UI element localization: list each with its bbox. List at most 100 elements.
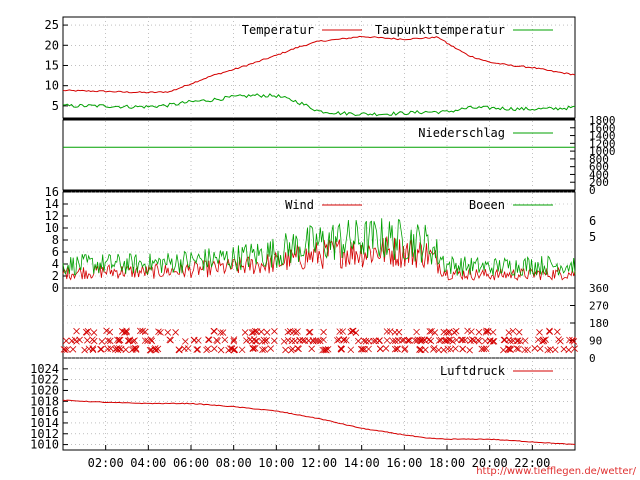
winddir-marker xyxy=(389,337,397,345)
winddir-marker xyxy=(513,345,520,352)
winddir-marker xyxy=(280,338,288,345)
winddir-marker xyxy=(251,327,259,335)
winddir-marker xyxy=(282,346,289,354)
winddir-marker xyxy=(377,345,384,353)
winddir-marker xyxy=(500,346,507,354)
winddir-marker xyxy=(534,336,542,344)
y-tick-label-right: 1400 xyxy=(589,130,616,143)
winddir-marker xyxy=(258,338,266,345)
winddir-marker xyxy=(85,345,93,353)
winddir-marker xyxy=(147,336,155,343)
winddir-marker xyxy=(514,337,522,344)
winddir-marker xyxy=(249,345,257,352)
winddir-marker xyxy=(253,328,261,335)
y-tick-label: 8 xyxy=(52,233,59,247)
winddir-marker xyxy=(76,336,83,344)
winddir-marker xyxy=(501,336,509,344)
winddir-marker xyxy=(540,336,547,344)
winddir-marker xyxy=(470,337,478,344)
winddir-marker xyxy=(69,346,77,353)
winddir-marker xyxy=(157,329,164,336)
winddir-marker xyxy=(214,337,221,345)
winddir-marker xyxy=(445,329,453,336)
winddir-marker xyxy=(445,336,453,344)
winddir-marker xyxy=(343,337,350,344)
winddir-marker xyxy=(271,337,278,345)
x-tick-label: 18:00 xyxy=(429,456,465,470)
winddir-marker xyxy=(250,345,257,352)
winddir-marker xyxy=(383,328,391,335)
winddir-marker xyxy=(98,338,106,345)
y-tick-label: 5 xyxy=(52,99,59,113)
winddir-marker xyxy=(61,346,69,354)
series-line-temp-1 xyxy=(62,93,576,117)
winddir-marker xyxy=(484,328,492,335)
legend-label-wind-1: Boeen xyxy=(469,198,505,212)
source-url[interactable]: http://www.tiefflegen.de/wetter/ xyxy=(476,466,636,477)
x-tick-label: 22:00 xyxy=(514,456,550,470)
winddir-marker xyxy=(483,327,490,335)
winddir-marker xyxy=(475,328,483,336)
winddir-marker xyxy=(428,327,435,335)
winddir-marker xyxy=(288,346,295,354)
y-tick-label-right: 360 xyxy=(589,282,609,295)
winddir-marker xyxy=(557,337,564,345)
winddir-marker xyxy=(401,346,408,353)
winddir-marker xyxy=(349,327,356,335)
winddir-marker xyxy=(404,337,411,344)
winddir-marker xyxy=(167,336,174,344)
winddir-marker xyxy=(435,346,443,354)
winddir-marker xyxy=(115,336,123,344)
winddir-marker xyxy=(509,327,517,335)
series-line-wind-1 xyxy=(62,218,576,277)
winddir-marker xyxy=(205,336,213,344)
winddir-marker xyxy=(139,327,146,335)
winddir-marker xyxy=(459,336,466,344)
winddir-marker xyxy=(155,328,162,335)
winddir-marker xyxy=(210,327,218,335)
winddir-marker xyxy=(243,337,250,344)
winddir-marker xyxy=(517,337,524,345)
y-tick-label-right: 400 xyxy=(589,168,609,181)
winddir-marker xyxy=(447,336,454,344)
winddir-marker xyxy=(194,346,202,353)
y-tick-label: 16 xyxy=(45,185,59,199)
winddir-marker xyxy=(554,328,561,336)
x-tick-label: 04:00 xyxy=(130,456,166,470)
winddir-marker xyxy=(152,346,160,354)
winddir-marker xyxy=(505,329,513,336)
winddir-marker xyxy=(231,346,238,353)
winddir-marker xyxy=(250,336,258,343)
winddir-marker xyxy=(386,328,394,335)
winddir-marker xyxy=(334,337,341,344)
y-tick-label: 12 xyxy=(45,209,59,223)
winddir-marker xyxy=(195,337,202,344)
winddir-marker xyxy=(416,345,424,353)
winddir-marker xyxy=(500,336,508,344)
y-tick-label: 14 xyxy=(45,197,59,211)
winddir-marker xyxy=(440,346,447,354)
y-tick-label: 1010 xyxy=(30,438,59,452)
winddir-marker xyxy=(314,337,322,345)
y-tick-label: 1012 xyxy=(30,427,59,441)
winddir-marker xyxy=(405,337,413,344)
y-tick-label: 1020 xyxy=(30,383,59,397)
winddir-marker xyxy=(393,345,401,353)
y-tick-label: 1022 xyxy=(30,373,59,387)
winddir-marker xyxy=(536,329,543,336)
winddir-marker xyxy=(466,346,473,354)
winddir-marker xyxy=(210,345,218,353)
winddir-marker xyxy=(347,346,355,354)
winddir-marker xyxy=(338,345,346,353)
winddir-marker xyxy=(290,328,297,336)
winddir-marker xyxy=(126,337,133,345)
winddir-marker xyxy=(570,338,578,345)
x-tick-label: 06:00 xyxy=(173,456,209,470)
y-tick-label-right: 800 xyxy=(589,153,609,166)
winddir-marker xyxy=(461,336,469,344)
winddir-marker xyxy=(441,337,449,345)
winddir-marker xyxy=(444,345,452,353)
legend-label-wind-0: Wind xyxy=(285,198,314,212)
winddir-marker xyxy=(251,345,259,352)
winddir-marker xyxy=(292,329,300,336)
